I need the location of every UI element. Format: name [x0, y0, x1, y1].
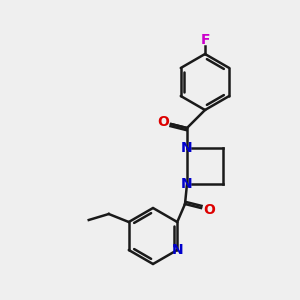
- Text: N: N: [171, 243, 183, 257]
- Text: O: O: [203, 203, 215, 217]
- Text: N: N: [181, 141, 193, 155]
- Text: F: F: [200, 33, 210, 47]
- Text: N: N: [181, 177, 193, 191]
- Text: O: O: [157, 115, 169, 129]
